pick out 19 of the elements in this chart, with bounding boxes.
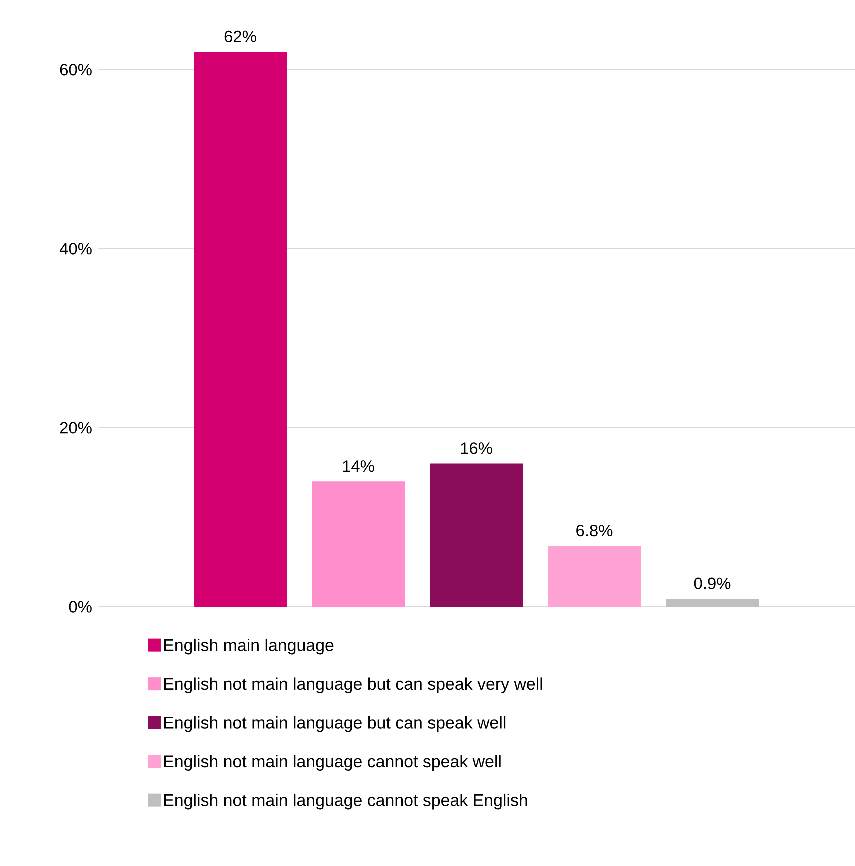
data-label: 14% xyxy=(343,460,374,472)
bar xyxy=(666,598,760,607)
data-label: 62% xyxy=(224,30,256,42)
data-label: 6.8% xyxy=(576,524,613,537)
bar xyxy=(312,482,406,607)
legend-label: English main language xyxy=(164,638,334,655)
legend-label: English not main language cannot speak well xyxy=(164,755,501,771)
y-tick-label: 0% xyxy=(69,601,92,613)
bar xyxy=(430,464,524,607)
data-label: 0.9% xyxy=(694,578,731,590)
bar xyxy=(194,52,288,607)
legend-label: English not main language but can speak very well xyxy=(164,678,542,694)
y-tick-label: 60% xyxy=(60,64,92,76)
data-label: 16% xyxy=(461,442,492,454)
legend-label: English not main language but can speak well xyxy=(164,716,506,732)
y-tick-label: 20% xyxy=(60,422,92,434)
legend-label: English not main language cannot speak English xyxy=(164,794,528,810)
y-tick-label: 40% xyxy=(60,243,92,255)
bar xyxy=(548,546,642,607)
